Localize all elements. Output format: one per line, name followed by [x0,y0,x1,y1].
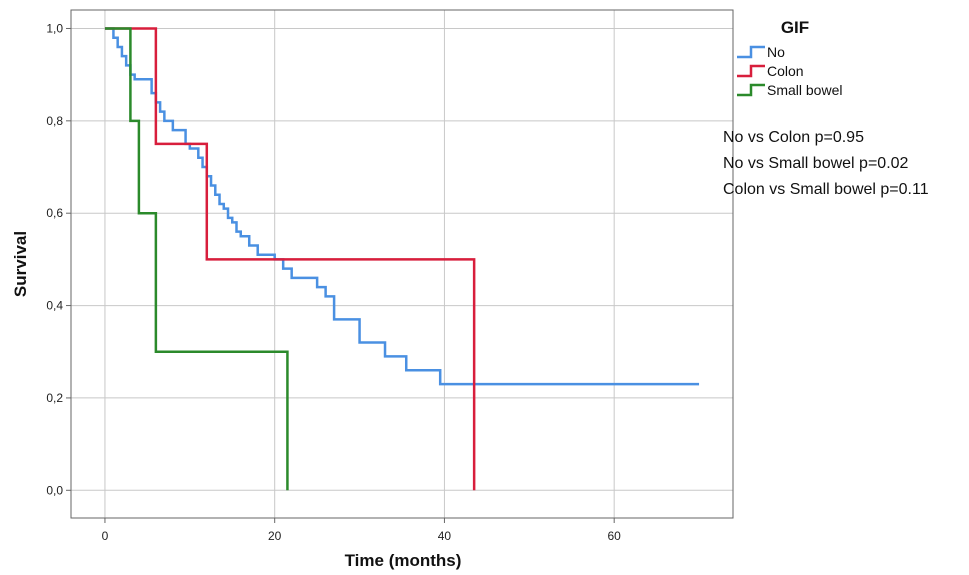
annotation-no-vs-colon: No vs Colon p=0.95 [723,129,864,146]
x-tick-label: 0 [102,529,109,543]
series-layer [104,27,700,491]
x-tick-label: 20 [268,529,282,543]
legend: No Colon Small bowel [737,44,842,98]
series-line-colon [104,27,476,491]
y-tick-label: 0,4 [46,299,63,313]
y-tick-label: 0,8 [46,114,63,128]
legend-label: No [767,44,785,60]
legend-swatch [737,64,765,78]
legend-label: Colon [767,63,804,79]
annotation-colon-vs-small-bowel: Colon vs Small bowel p=0.11 [723,181,929,198]
y-tick-label: 0,0 [46,483,63,497]
legend-swatch [737,83,765,97]
y-tick-label: 0,6 [46,206,63,220]
legend-title: GIF [781,18,809,37]
plot-frame [70,9,734,519]
series-line-small-bowel [104,27,289,491]
annotation-no-vs-small-bowel: No vs Small bowel p=0.02 [723,155,909,172]
y-axis-title: Survival [11,231,30,297]
y-tick-label: 0,2 [46,391,63,405]
legend-label: Small bowel [767,82,842,98]
x-axis-title: Time (months) [345,551,462,570]
x-tick-label: 60 [607,529,621,543]
y-tick-label: 1,0 [46,21,63,35]
grid-layer [71,10,733,518]
legend-swatch [737,45,765,59]
series-line-no [104,27,700,386]
x-tick-label: 40 [438,529,452,543]
tick-layer: 0 20 40 60 0,0 0,2 0,4 0,6 0,8 1,0 [46,21,621,543]
